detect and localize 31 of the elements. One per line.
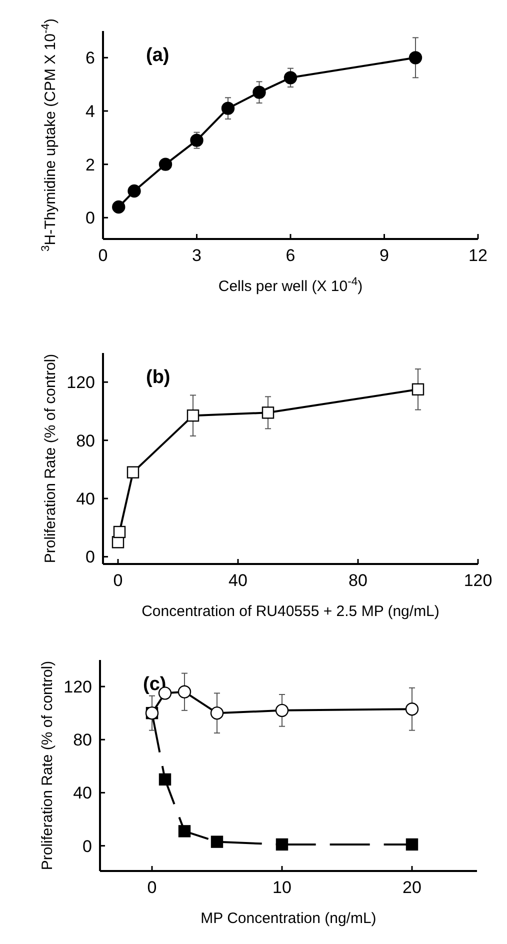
x-tick-label: 0 xyxy=(98,246,108,265)
x-tick-label: 3 xyxy=(192,246,202,265)
x-tick-label: 20 xyxy=(402,878,422,897)
x-axis-title: Cells per well (X 10$^{-4}$) xyxy=(218,276,363,295)
x-tick-label: 10 xyxy=(272,878,292,897)
y-tick-label: 4 xyxy=(86,102,95,121)
x-tick-label: 40 xyxy=(228,571,248,590)
y-tick-label: 0 xyxy=(82,836,92,856)
x-axis-title: Concentration of RU40555 + 2.5 MP (ng/mL) xyxy=(142,603,440,620)
y-tick-label: 40 xyxy=(76,490,95,509)
y-axis-title: Proliferation Rate (% of control) xyxy=(42,354,59,564)
y-tick-label: 6 xyxy=(86,48,95,68)
y-axis-title: Proliferation Rate (% of control) xyxy=(39,660,56,870)
x-tick-label: 120 xyxy=(464,571,492,590)
y-tick-label: 120 xyxy=(64,678,92,697)
y-tick-label: 80 xyxy=(73,730,92,750)
text: (b) xyxy=(146,367,170,388)
x-tick-label: 12 xyxy=(468,246,488,265)
x-tick-label: 6 xyxy=(286,246,296,265)
x-tick-label: 9 xyxy=(380,246,389,265)
y-tick-label: 80 xyxy=(76,431,95,450)
y-tick-label: 0 xyxy=(86,548,95,567)
y-tick-label: 40 xyxy=(73,784,92,803)
text: (a) xyxy=(146,45,170,66)
x-tick-label: 80 xyxy=(348,571,368,590)
x-tick-label: 0 xyxy=(147,878,157,897)
x-axis-title: MP Concentration (ng/mL) xyxy=(200,910,376,927)
y-tick-label: 120 xyxy=(66,373,95,392)
y-tick-label: 2 xyxy=(86,155,95,174)
y-tick-label: 0 xyxy=(86,208,95,228)
x-tick-label: 0 xyxy=(113,571,123,590)
